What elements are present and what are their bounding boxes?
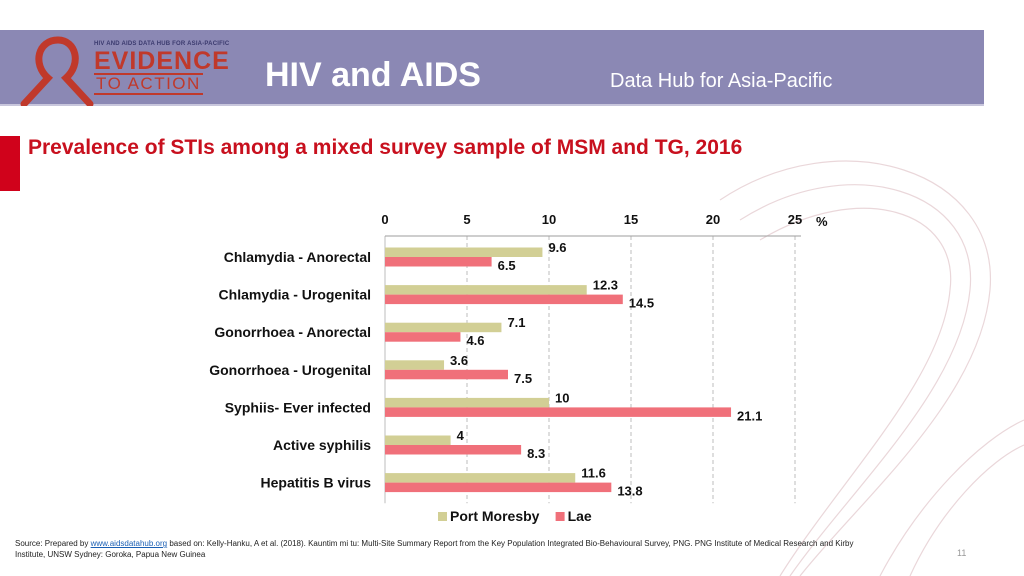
bar-port-moresby xyxy=(385,247,543,257)
title-accent-bar xyxy=(0,136,20,191)
bar-lae xyxy=(385,407,732,417)
legend-swatch xyxy=(555,512,565,521)
x-tick-label: 0 xyxy=(381,212,388,227)
app-title: HIV and AIDS xyxy=(265,56,481,94)
bar-lae xyxy=(385,332,461,342)
data-label: 6.5 xyxy=(498,258,516,273)
category-label: Gonorrhoea - Anorectal xyxy=(214,324,371,340)
bar-port-moresby xyxy=(385,435,451,445)
logo-evidence-text: EVIDENCE xyxy=(94,47,230,75)
data-label: 21.1 xyxy=(737,408,762,423)
category-label: Active syphilis xyxy=(273,437,371,453)
app-subtitle: Data Hub for Asia-Pacific xyxy=(610,70,833,92)
page-number: 11 xyxy=(957,548,967,558)
x-tick-label: 25 xyxy=(788,212,802,227)
bar-port-moresby xyxy=(385,285,587,295)
logo-caption: HIV AND AIDS DATA HUB FOR ASIA-PACIFIC xyxy=(94,41,230,47)
evidence-to-action-logo: HIV AND AIDS DATA HUB FOR ASIA-PACIFIC E… xyxy=(18,34,243,106)
bar-lae xyxy=(385,294,623,305)
data-label: 14.5 xyxy=(629,296,654,311)
x-unit-label: % xyxy=(816,214,828,229)
category-label: Syphiis- Ever infected xyxy=(225,399,371,415)
data-label: 7.5 xyxy=(514,371,532,386)
bar-port-moresby xyxy=(385,322,502,333)
slide-title: Prevalence of STIs among a mixed survey … xyxy=(28,136,743,159)
category-label: Hepatitis B virus xyxy=(261,475,372,491)
bar-lae xyxy=(385,482,612,493)
data-label: 4 xyxy=(457,428,465,443)
bar-lae xyxy=(385,369,508,380)
source-note: Source: Prepared by www.aidsdatahub.org … xyxy=(15,538,875,560)
bar-port-moresby xyxy=(385,397,549,408)
legend-label: Lae xyxy=(568,508,592,524)
data-label: 12.3 xyxy=(593,278,618,293)
data-label: 9.6 xyxy=(548,240,566,255)
ribbon-watermark-icon xyxy=(719,160,1024,576)
bar-port-moresby xyxy=(385,360,445,370)
legend-swatch xyxy=(438,512,447,521)
data-label: 13.8 xyxy=(617,484,642,499)
source-text: based on: Kelly-Hanku, A et al. (2018). … xyxy=(15,539,854,559)
category-label: Chlamydia - Anorectal xyxy=(224,249,371,265)
x-tick-label: 20 xyxy=(706,212,720,227)
x-tick-label: 15 xyxy=(624,212,638,227)
category-label: Chlamydia - Urogenital xyxy=(219,287,371,303)
source-prefix: Source: Prepared by xyxy=(15,539,91,548)
source-link[interactable]: www.aidsdatahub.org xyxy=(90,539,168,548)
legend-label: Port Moresby xyxy=(450,508,540,524)
data-label: 11.6 xyxy=(581,466,606,481)
bar-lae xyxy=(385,445,522,455)
x-tick-label: 10 xyxy=(542,212,556,227)
data-label: 7.1 xyxy=(507,315,525,330)
header-band xyxy=(0,30,984,104)
header-rule xyxy=(0,104,984,106)
red-ribbon-icon xyxy=(20,36,94,106)
x-tick-label: 5 xyxy=(463,212,470,227)
category-label: Gonorrhoea - Urogenital xyxy=(209,362,371,378)
logo-action-text: TO ACTION xyxy=(94,73,203,95)
data-label: 4.6 xyxy=(466,333,484,348)
data-label: 3.6 xyxy=(450,353,468,368)
data-label: 8.3 xyxy=(527,446,545,461)
bar-port-moresby xyxy=(385,473,576,483)
data-label: 10 xyxy=(555,390,569,405)
bar-lae xyxy=(385,257,492,267)
